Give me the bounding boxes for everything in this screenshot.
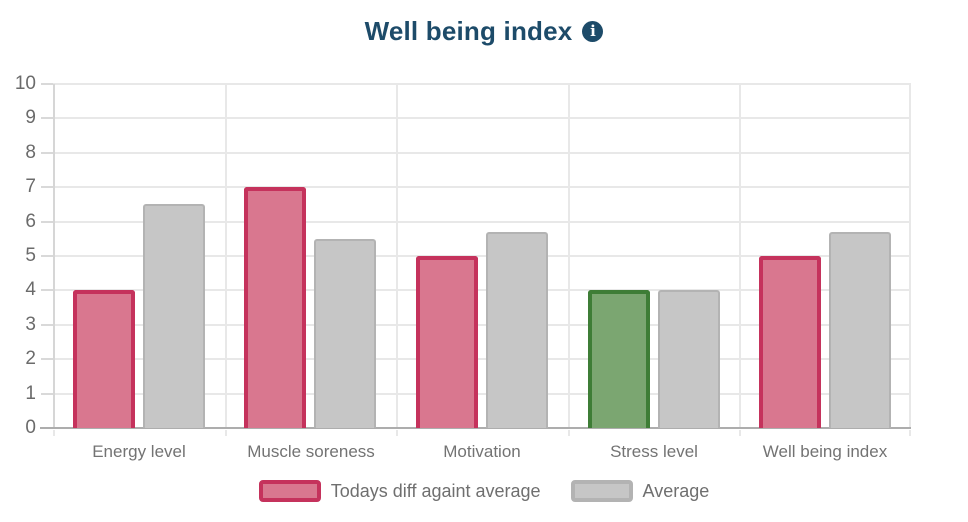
y-axis-label: 1 (25, 383, 36, 404)
bar-average-well-being-index[interactable] (829, 232, 891, 428)
legend-swatch-pink (258, 480, 321, 502)
y-axis-label: 0 (25, 417, 36, 438)
y-axis-label: 8 (25, 142, 36, 163)
y-axis-label: 5 (25, 245, 36, 266)
bar-average-energy-level[interactable] (143, 204, 205, 428)
legend-item-today[interactable]: Todays diff againt average (258, 480, 541, 502)
x-axis-tick (739, 430, 741, 436)
y-axis-label: 2 (25, 348, 36, 369)
y-axis-tick (41, 289, 53, 291)
grid-line-h (53, 221, 911, 223)
grid-line-h (53, 324, 911, 326)
bar-average-muscle-soreness[interactable] (314, 239, 376, 428)
legend-swatch-gray (570, 480, 633, 502)
grid-line-h (53, 289, 911, 291)
x-axis-label-energy-level: Energy level (92, 442, 186, 461)
chart-legend: Todays diff againt average Average (0, 480, 968, 502)
y-axis-tick (41, 324, 53, 326)
x-axis-tick (225, 430, 227, 436)
x-axis-label-stress-level: Stress level (610, 442, 698, 461)
y-axis-label: 4 (25, 279, 36, 300)
y-axis-tick (41, 186, 53, 188)
y-axis-label: 3 (25, 314, 36, 335)
x-axis-tick (53, 430, 55, 436)
grid-line-v (396, 84, 398, 428)
bar-today-well-being-index[interactable] (759, 256, 821, 428)
info-icon[interactable]: i (582, 21, 604, 42)
y-axis-tick (41, 393, 53, 395)
y-axis-tick (41, 358, 53, 360)
bar-today-motivation[interactable] (416, 256, 478, 428)
legend-label: Todays diff againt average (330, 481, 541, 501)
legend-label: Average (642, 481, 710, 501)
chart-title: Well being index (364, 16, 573, 46)
bar-average-motivation[interactable] (486, 232, 548, 428)
chart-header: Well being index i (0, 16, 968, 47)
y-axis-label: 10 (14, 73, 36, 94)
grid-line-v (568, 84, 570, 428)
grid-line-h (53, 393, 911, 395)
bar-average-stress-level[interactable] (658, 290, 720, 428)
grid-line-h (53, 358, 911, 360)
x-axis-tick (396, 430, 398, 436)
grid-line-v (53, 84, 55, 428)
x-axis-label-motivation: Motivation (443, 442, 521, 461)
grid-line-h (53, 152, 911, 154)
x-axis-line (40, 427, 911, 429)
y-axis-label: 9 (25, 107, 36, 128)
grid-line-h (53, 83, 911, 85)
y-axis-tick (41, 255, 53, 257)
grid-line-h (53, 117, 911, 119)
bar-today-energy-level[interactable] (73, 290, 135, 428)
y-axis-label: 7 (25, 176, 36, 197)
bar-today-stress-level[interactable] (588, 290, 650, 428)
legend-item-average[interactable]: Average (570, 480, 710, 502)
grid-line-v (225, 84, 227, 428)
x-axis-label-muscle-soreness: Muscle soreness (247, 442, 375, 461)
y-axis-tick (41, 117, 53, 119)
y-axis-tick (41, 152, 53, 154)
y-axis-tick (41, 221, 53, 223)
y-axis-label: 6 (25, 211, 36, 232)
x-axis-tick (568, 430, 570, 436)
grid-line-v (909, 84, 911, 428)
y-axis-tick (41, 83, 53, 85)
grid-line-h (53, 255, 911, 257)
x-axis-tick (909, 430, 911, 436)
bar-today-muscle-soreness[interactable] (244, 187, 306, 428)
x-axis-label-well-being-index: Well being index (762, 442, 888, 461)
grid-line-h (53, 186, 911, 188)
grid-line-v (739, 84, 741, 428)
